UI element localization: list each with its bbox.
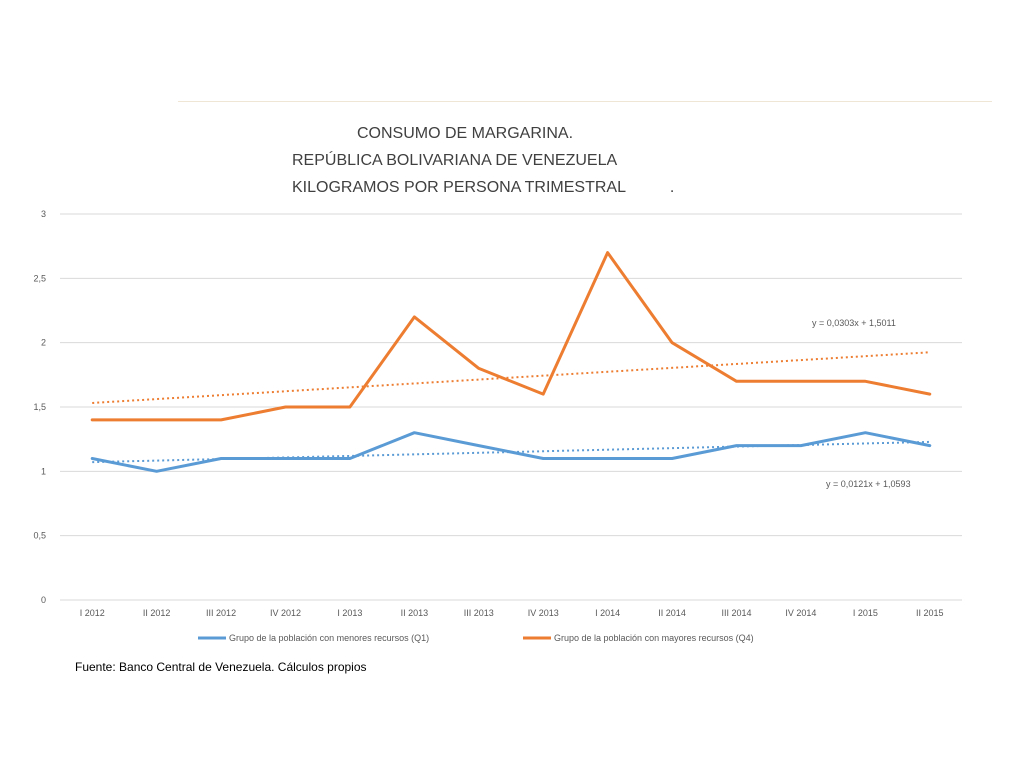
- header-rule: [178, 101, 992, 102]
- y-tick-label: 2: [41, 338, 46, 348]
- x-tick-label: I 2012: [80, 608, 105, 618]
- gridlines: [60, 213, 962, 601]
- x-tick-label: IV 2014: [785, 608, 816, 618]
- x-tick-label: II 2014: [658, 608, 686, 618]
- x-tick-label: III 2014: [721, 608, 751, 618]
- y-tick-label: 0: [41, 595, 46, 605]
- x-axis-ticks: I 2012 II 2012 III 2012 IV 2012 I 2013 II 201…: [80, 608, 944, 618]
- y-tick-label: 3: [41, 209, 46, 219]
- series-lines: [90, 251, 932, 473]
- y-tick-label: 0,5: [33, 531, 46, 541]
- x-tick-label: I 2015: [853, 608, 878, 618]
- x-tick-label: III 2013: [464, 608, 494, 618]
- x-tick-label: II 2015: [916, 608, 944, 618]
- chart-title: CONSUMO DE MARGARINA. REPÚBLICA BOLIVARI…: [292, 125, 674, 196]
- chart-title-line-2: REPÚBLICA BOLIVARIANA DE VENEZUELA: [292, 150, 617, 169]
- source-note: Fuente: Banco Central de Venezuela. Cálc…: [75, 660, 367, 674]
- x-tick-label: IV 2013: [528, 608, 559, 618]
- trendline: [92, 351, 930, 404]
- x-tick-label: I 2014: [595, 608, 620, 618]
- x-tick-label: IV 2012: [270, 608, 301, 618]
- y-tick-label: 1: [41, 466, 46, 476]
- legend: Grupo de la población con menores recurs…: [198, 633, 754, 643]
- legend-entry: Grupo de la población con menores recurs…: [229, 633, 429, 643]
- trendline-equation: y = 0,0121x + 1,0593: [826, 479, 911, 489]
- y-tick-label: 2,5: [33, 273, 46, 283]
- x-tick-label: III 2012: [206, 608, 236, 618]
- trendline-equation: y = 0,0303x + 1,5011: [812, 318, 896, 328]
- legend-entry: Grupo de la población con mayores recurs…: [554, 633, 754, 643]
- x-tick-label: II 2013: [401, 608, 429, 618]
- x-tick-label: I 2013: [337, 608, 362, 618]
- y-tick-label: 1,5: [33, 402, 46, 412]
- x-tick-label: II 2012: [143, 608, 171, 618]
- chart-title-line-1: CONSUMO DE MARGARINA.: [357, 125, 573, 142]
- series-line: [90, 431, 932, 473]
- series-line: [90, 251, 932, 422]
- y-axis-ticks: 0 0,5 1 1,5 2 2,5 3: [33, 209, 46, 605]
- trendline-labels: y = 0,0121x + 1,0593 y = 0,0303x + 1,5011: [812, 318, 911, 489]
- chart-title-line-3: KILOGRAMOS POR PERSONA TRIMESTRAL .: [292, 179, 674, 196]
